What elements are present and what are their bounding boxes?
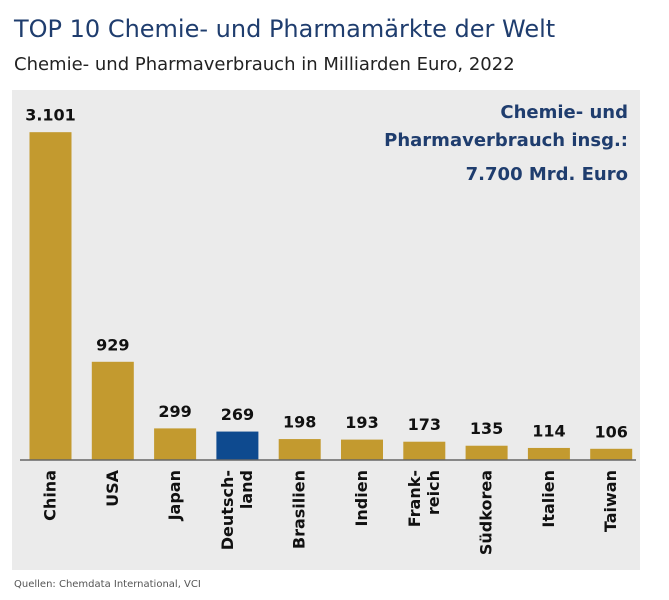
plot-background bbox=[12, 90, 640, 570]
value-label: 198 bbox=[283, 413, 316, 432]
x-tick-label: Brasilien bbox=[289, 470, 308, 549]
bar bbox=[29, 132, 72, 460]
chart-title: TOP 10 Chemie- und Pharmamärkte der Welt bbox=[13, 15, 555, 43]
x-tick-label: Indien bbox=[352, 470, 371, 527]
value-label: 929 bbox=[96, 335, 129, 354]
bar bbox=[465, 445, 508, 460]
value-label: 173 bbox=[408, 415, 441, 434]
value-label: 269 bbox=[221, 405, 254, 424]
value-label: 299 bbox=[158, 402, 191, 421]
bar bbox=[278, 439, 321, 460]
annotation: Chemie- und bbox=[500, 102, 628, 123]
x-tick-label: China bbox=[40, 470, 59, 521]
x-tick-label: Frank-reich bbox=[404, 470, 442, 527]
bar bbox=[154, 428, 197, 460]
x-tick-label: Taiwan bbox=[601, 470, 620, 532]
bar bbox=[91, 361, 134, 460]
bar bbox=[341, 439, 383, 460]
bar bbox=[527, 447, 570, 460]
bar bbox=[403, 441, 446, 460]
x-tick-label: Japan bbox=[165, 470, 184, 521]
annotation: Pharmaverbrauch insg.: bbox=[384, 130, 628, 151]
value-label: 193 bbox=[345, 413, 378, 432]
bar bbox=[216, 431, 259, 460]
value-label: 106 bbox=[594, 422, 627, 441]
bar bbox=[590, 448, 633, 460]
value-label: 3.101 bbox=[25, 106, 76, 125]
annotation: 7.700 Mrd. Euro bbox=[466, 164, 628, 185]
x-tick-label: Deutsch-land bbox=[217, 470, 255, 550]
value-label: 114 bbox=[532, 421, 565, 440]
source: Quellen: Chemdata International, VCI bbox=[14, 579, 201, 590]
chart-subtitle: Chemie- und Pharmaverbrauch in Milliarde… bbox=[14, 54, 515, 75]
x-tick-label: USA bbox=[102, 469, 121, 507]
value-label: 135 bbox=[470, 419, 503, 438]
x-tick-label: Italien bbox=[538, 470, 557, 528]
x-tick-label: Südkorea bbox=[476, 470, 495, 555]
